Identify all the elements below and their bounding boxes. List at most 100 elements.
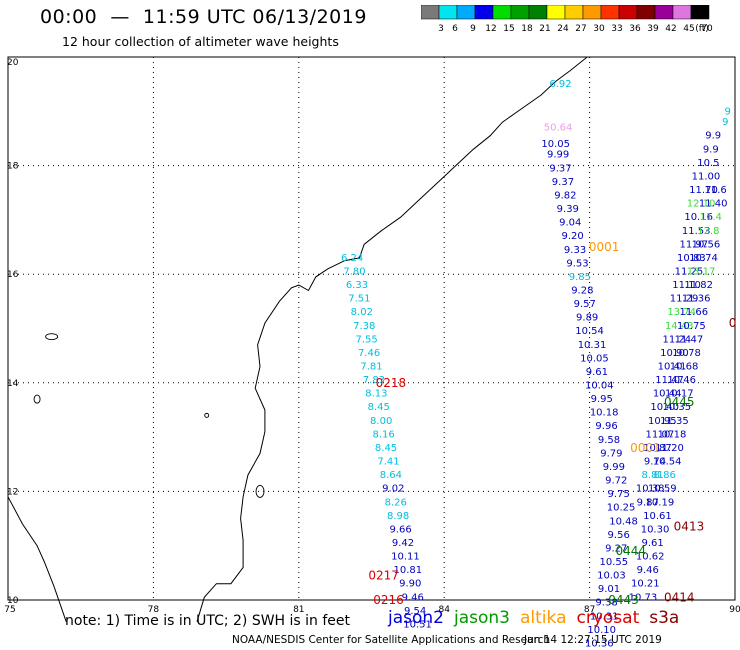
wave-height-value: 11.07 [646, 429, 675, 440]
wave-height-value: 8.64 [380, 470, 402, 481]
wave-height-value: 8.26 [385, 497, 407, 508]
satellite-legend-jason3: jason3 [454, 608, 510, 628]
legend-unit: (ft) [695, 24, 709, 33]
wave-height-value: 9.38 [595, 598, 617, 609]
lon-tick-label: 84 [438, 605, 450, 615]
lake-outline [45, 333, 59, 341]
lon-tick-label: 87 [584, 605, 595, 615]
wave-height-value: 10.05 [580, 353, 609, 364]
lake-outline [255, 484, 265, 498]
wave-height-value: 9.57 [574, 299, 596, 310]
wave-height-value: 9.37 [549, 163, 571, 174]
wave-height-value: 10.10 [587, 625, 616, 636]
wave-height-value: 9.61 [641, 538, 663, 549]
wave-height-value: 11.4 [700, 212, 722, 223]
pass-number-label: 0 [729, 316, 737, 330]
wave-height-value: 10.04 [585, 381, 614, 392]
wave-height-value: 9.99 [603, 462, 625, 473]
wave-height-value: 11.35 [660, 416, 689, 427]
legend-tick-label: 36 [629, 24, 641, 33]
wave-height-value: 10.95 [648, 416, 677, 427]
wave-height-value: 9.75 [608, 489, 630, 500]
pass-number-label: 0217 [368, 569, 399, 583]
wave-height-value: 9.96 [595, 421, 617, 432]
legend-tick-label: 70 [701, 24, 713, 33]
wave-height-value: 10.44 [653, 389, 682, 400]
legend-tick-label: 42 [665, 24, 676, 33]
wave-height-value: 8.81 [641, 470, 663, 481]
wave-height-value: 10.21 [631, 579, 660, 590]
wave-height-value: 9.61 [586, 367, 608, 378]
legend-tick-label: 39 [647, 24, 659, 33]
wave-height-value: 9.33 [564, 245, 586, 256]
color-legend: 3 6 9 12 15 18 21 24 27 30 33 36 39 42 45 70(ft) [421, 5, 713, 33]
wave-height-value: 9.39 [557, 204, 579, 215]
pass-number-label: 0445 [664, 395, 695, 409]
legend-tick-label: 6 [452, 24, 458, 33]
legend-tick-label: 21 [539, 24, 550, 33]
wave-height-value: 10.90 [660, 348, 689, 359]
wave-height-value: 9.72 [605, 476, 627, 487]
wave-height-value: 12.8 [697, 226, 719, 237]
wave-height-value: 9.37 [552, 177, 574, 188]
wave-height-value: 10.40 [650, 402, 679, 413]
lat-tick-label: 10 [7, 596, 19, 606]
wave-height-value: 10.41 [658, 362, 687, 373]
wave-height-value: 10.31 [590, 611, 619, 622]
pass-number-label: 0443 [608, 593, 639, 607]
legend-tick-label: 24 [557, 24, 569, 33]
wave-height-value: 7.55 [356, 334, 378, 345]
legend-tick-label: 9 [470, 24, 476, 33]
wave-height-value: 10.75 [677, 321, 706, 332]
wave-height-value: 6.24 [341, 253, 363, 264]
wave-height-value: 11.97 [679, 239, 708, 250]
pass-number-label: 0216 [373, 593, 404, 607]
wave-height-value: 9.27 [605, 543, 627, 554]
satellite-legend-cryosat: cryosat [576, 608, 640, 628]
wave-height-value: 10.19 [646, 497, 675, 508]
wave-height-value: 7.38 [353, 321, 375, 332]
wave-height-value: 10.36 [585, 638, 614, 649]
wave-height-value: 10.31 [578, 340, 607, 351]
pass-number-label: 0414 [664, 590, 695, 604]
wave-height-value: 9.85 [569, 272, 591, 283]
wave-height-value: 9.89 [576, 313, 598, 324]
wave-height-value: 8.16 [372, 429, 394, 440]
lon-tick-label: 75 [4, 605, 15, 615]
satellite-legend-s3a: s3a [649, 608, 680, 628]
wave-height-value: 9.66 [389, 524, 411, 535]
wave-height-value: 8.45 [368, 402, 390, 413]
wave-height-value: 8.13 [365, 389, 387, 400]
wave-height-value: 9.74 [644, 457, 666, 468]
wave-height-value: 12.10 [687, 199, 716, 210]
wave-height-value: 9.42 [392, 538, 414, 549]
wave-height-value: 10.46 [667, 375, 696, 386]
wave-height-value: 10.59 [648, 484, 677, 495]
legend-tick-label: 30 [593, 24, 605, 33]
footnote: note: 1) Time is in UTC; 2) SWH is in fe… [65, 613, 351, 629]
wave-height-value: 7.46 [358, 348, 380, 359]
wave-height-value: 10.55 [600, 557, 629, 568]
lat-tick-label: 18 [7, 162, 19, 172]
wave-height-value: 10.03 [597, 571, 626, 582]
wave-height-value: 9.02 [382, 484, 404, 495]
wave-height-value: 11.53 [682, 226, 711, 237]
wave-height-value: 8.02 [351, 307, 373, 318]
wave-height-value: 11.66 [679, 307, 708, 318]
wave-height-value: 10.81 [394, 565, 423, 576]
wave-height-value: 10.54 [575, 326, 604, 337]
wave-height-value: 11.70 [689, 185, 718, 196]
wave-height-value: 10.05 [541, 139, 570, 150]
lat-tick-label: 14 [7, 379, 19, 389]
wave-height-value: 9.9 [705, 131, 721, 142]
wave-height-value: 10.16 [684, 212, 713, 223]
wave-height-value: 10.62 [636, 552, 665, 563]
legend-tick-label: 45 [683, 24, 694, 33]
lat-tick-label: 12 [7, 487, 18, 497]
pass-number-label: 0001 [630, 441, 661, 455]
wave-height-value: 11.20 [655, 443, 684, 454]
wave-height-value: 10.35 [663, 402, 692, 413]
wave-height-value: 9.87 [637, 497, 659, 508]
wave-height-value: 10.48 [609, 516, 638, 527]
wave-height-value: 10.78 [672, 348, 701, 359]
